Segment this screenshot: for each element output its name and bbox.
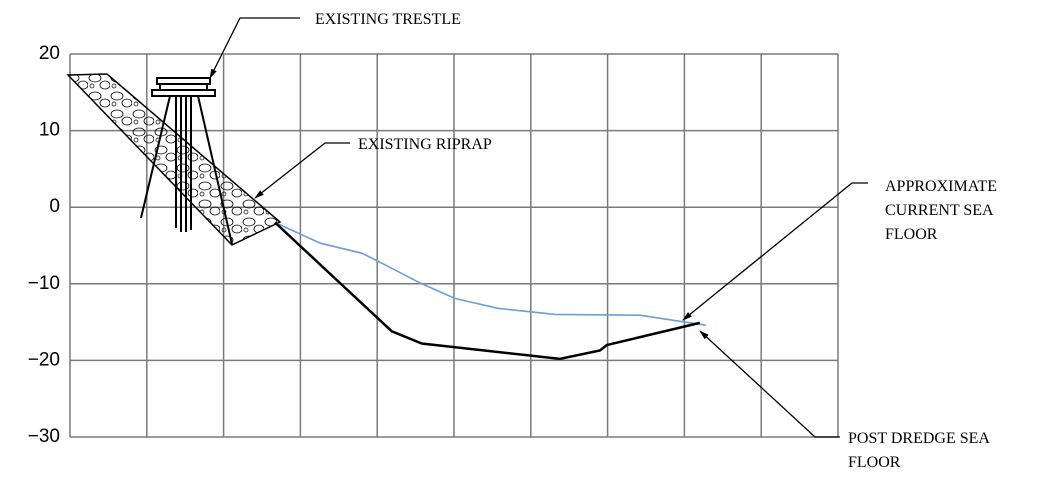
annotation: FLOOR — [848, 454, 901, 471]
y-tick-label: 10 — [39, 120, 60, 141]
annotation: CURRENT SEA — [885, 202, 994, 219]
y-tick-label: 0 — [49, 196, 60, 217]
riprap — [66, 73, 282, 246]
annotation: FLOOR — [885, 226, 938, 243]
leaders — [209, 17, 868, 438]
y-tick-label: −20 — [28, 349, 60, 370]
plot — [274, 221, 707, 361]
grid: −30 −20 −10 0 10 20 — [28, 43, 839, 447]
y-tick-label: −30 — [28, 426, 60, 447]
y-tick-label: −10 — [28, 273, 60, 294]
series-line — [274, 221, 707, 326]
annotation: EXISTING TRESTLE — [315, 11, 461, 28]
annotation: EXISTING RIPRAP — [358, 136, 492, 153]
annotation: APPROXIMATE — [885, 178, 997, 195]
annotation: POST DREDGE SEA — [848, 430, 990, 447]
series-line — [274, 221, 701, 361]
y-tick-label: 20 — [39, 43, 60, 64]
trestle — [140, 77, 233, 245]
